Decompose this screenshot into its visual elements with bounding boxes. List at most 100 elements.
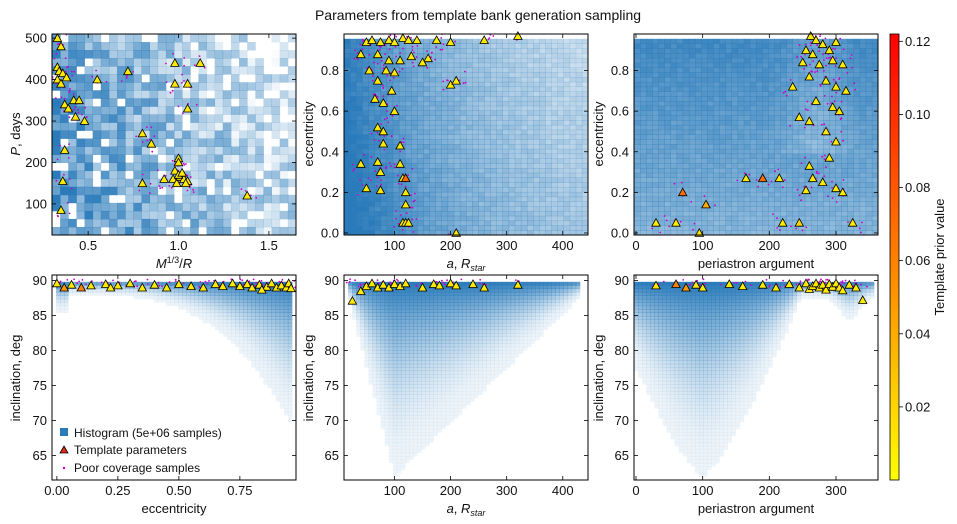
heatmap-cell [226, 288, 232, 293]
template-marker [398, 33, 408, 42]
heatmap-cell [664, 211, 671, 217]
heatmap-cell [133, 154, 142, 164]
heatmap-cell [344, 153, 351, 159]
heatmap-cell [230, 295, 236, 300]
template-marker [794, 112, 805, 121]
heatmap-cell [646, 96, 653, 102]
heatmap-cell [682, 91, 690, 97]
heatmap-cell [817, 153, 824, 159]
heatmap-cell [350, 144, 357, 150]
heatmap-cell [60, 50, 69, 59]
heatmap-cell [198, 146, 207, 155]
heatmap-cell [804, 211, 812, 217]
heatmap-cell [658, 38, 665, 44]
heatmap-cell [664, 191, 671, 198]
poor-coverage-point [789, 124, 792, 127]
heatmap-cell [719, 53, 726, 59]
heatmap-cell [210, 292, 216, 296]
heatmap-cell [380, 153, 388, 159]
heatmap-cell [569, 134, 577, 140]
heatmap-cell [871, 163, 878, 169]
heatmap-cell [125, 162, 134, 172]
heatmap-cell [362, 91, 369, 97]
heatmap-cell [520, 101, 528, 107]
heatmap-cell [713, 38, 720, 44]
heatmap-cell [417, 168, 424, 174]
template-marker [807, 173, 818, 182]
poor-coverage-point [72, 93, 75, 95]
heatmap-cell [725, 62, 732, 68]
heatmap-cell [823, 110, 830, 116]
heatmap-cell [344, 124, 351, 131]
heatmap-cell [780, 86, 787, 92]
heatmap-cell [539, 129, 546, 135]
heatmap-cell [737, 81, 745, 88]
heatmap-cell [478, 196, 485, 202]
heatmap-cell [859, 191, 867, 198]
heatmap-cell [380, 168, 388, 174]
heatmap-cell [551, 96, 558, 102]
heatmap-cell [829, 168, 836, 174]
heatmap-cell [161, 295, 167, 300]
heatmap-cell [774, 77, 781, 83]
poor-coverage-point [818, 172, 820, 175]
heatmap-cell [688, 163, 696, 169]
heatmap-cell [853, 101, 861, 107]
template-marker [56, 78, 66, 88]
heatmap-cell [575, 43, 583, 49]
heatmap-cell [841, 211, 848, 217]
heatmap-cell [569, 206, 577, 212]
heatmap-cell [786, 225, 793, 231]
heatmap-cell [545, 67, 552, 73]
heatmap-cell [108, 130, 118, 139]
heatmap-cell [756, 191, 763, 198]
heatmap-cell [569, 196, 577, 202]
heatmap-cell [707, 96, 714, 102]
poor-coverage-point [395, 217, 398, 220]
heatmap-cell [206, 226, 216, 235]
heatmap-cell [640, 206, 647, 212]
heatmap-cell [695, 225, 702, 231]
heatmap-cell [688, 48, 696, 54]
heatmap-cell [190, 302, 195, 307]
heatmap-cell [453, 144, 461, 150]
heatmap-cell [423, 211, 430, 217]
heatmap-cell [174, 162, 183, 172]
heatmap-cell [484, 230, 491, 235]
heatmap-cell [847, 62, 854, 68]
heatmap-cell [707, 215, 714, 222]
template-marker [400, 187, 411, 197]
heatmap-cell [502, 201, 510, 207]
heatmap-cell [688, 211, 696, 217]
heatmap-cell [508, 134, 516, 140]
heatmap-cell [133, 281, 138, 286]
heatmap-cell [68, 58, 77, 67]
heatmap-cell [676, 124, 684, 131]
heatmap-cell [539, 115, 546, 121]
heatmap-cell [527, 110, 534, 116]
heatmap-cell [563, 38, 571, 44]
heatmap-cell [247, 98, 256, 107]
heatmap-cell [853, 110, 861, 116]
heatmap-cell [533, 134, 540, 140]
heatmap-cell [190, 90, 199, 99]
heatmap-cell [551, 206, 558, 212]
heatmap-cell [731, 91, 739, 97]
heatmap-cell [670, 43, 678, 49]
template-marker [378, 138, 389, 148]
heatmap-cell [484, 144, 491, 150]
heatmap-cell [441, 158, 449, 164]
heatmap-cell [447, 105, 455, 111]
heatmap-cell [247, 66, 256, 75]
heatmap-cell [149, 106, 159, 115]
heatmap-cell [478, 172, 485, 178]
heatmap-cell [756, 158, 763, 164]
heatmap-cell [182, 98, 191, 107]
heatmap-cell [149, 218, 159, 228]
heatmap-cell [804, 201, 812, 207]
heatmap-cell [713, 91, 720, 97]
heatmap-cell [117, 154, 126, 164]
heatmap-cell [92, 226, 102, 235]
heatmap-cell [551, 168, 558, 174]
heatmap-cell [100, 178, 110, 188]
